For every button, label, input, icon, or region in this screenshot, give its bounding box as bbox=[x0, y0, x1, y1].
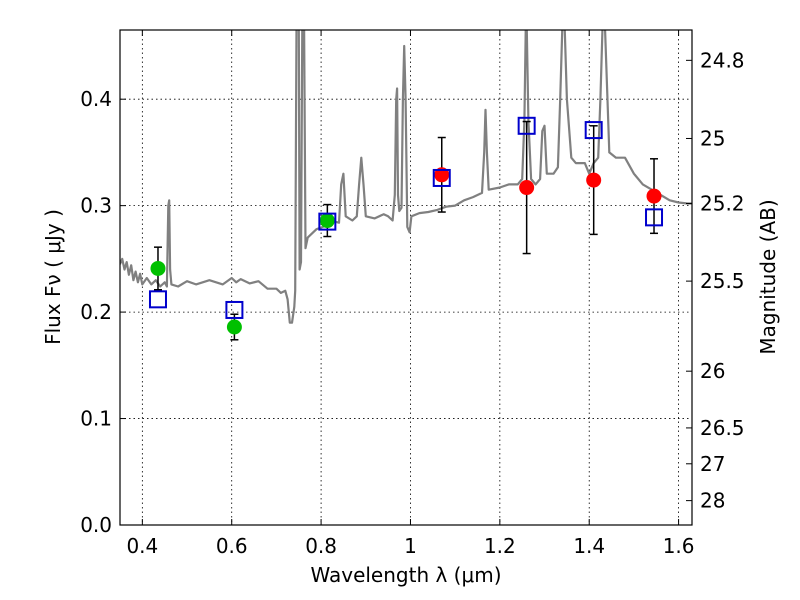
spectrum-line bbox=[120, 30, 692, 324]
plot-frame bbox=[119, 29, 693, 526]
x-tick-label: 0.6 bbox=[216, 534, 248, 558]
data-point-circle bbox=[150, 260, 166, 276]
y-tick-label: 0.0 bbox=[80, 513, 112, 537]
y-right-tick-label: 27 bbox=[700, 452, 725, 476]
data-point-circle bbox=[586, 172, 602, 188]
y-axis-right-label: Magnitude (AB) bbox=[756, 199, 780, 354]
y-tick-label: 0.1 bbox=[80, 407, 112, 431]
y-axis-label: Flux Fν ( μJy ) bbox=[41, 209, 65, 345]
model-point-square bbox=[318, 212, 337, 231]
data-point-circle bbox=[226, 319, 242, 335]
y-tick-label: 0.4 bbox=[80, 87, 112, 111]
ticks-layer: 0.4 0.6 0.8 1 1.2 1.4 1.6 0.0 0.1 0.2 0.3 0.4 24.8 25… bbox=[80, 30, 745, 558]
y-right-tick-label: 28 bbox=[700, 489, 725, 513]
y-tick-label: 0.2 bbox=[80, 300, 112, 324]
x-tick-label: 1.6 bbox=[663, 534, 695, 558]
series-layer bbox=[120, 30, 692, 341]
y-right-tick-label: 26 bbox=[700, 359, 725, 383]
model-point-square bbox=[225, 300, 244, 319]
x-tick-label: 1 bbox=[404, 534, 417, 558]
model-point-square bbox=[645, 208, 664, 227]
y-right-tick-label: 25.2 bbox=[700, 192, 745, 216]
y-right-tick-label: 25 bbox=[700, 126, 725, 150]
x-tick-label: 0.8 bbox=[305, 534, 337, 558]
y-right-tick-label: 26.5 bbox=[700, 416, 745, 440]
model-point-square bbox=[432, 168, 451, 187]
x-tick-label: 1.4 bbox=[573, 534, 605, 558]
x-tick-label: 0.4 bbox=[126, 534, 158, 558]
y-right-tick-label: 25.5 bbox=[700, 269, 745, 293]
data-point-circle bbox=[434, 167, 450, 183]
model-point-square bbox=[584, 121, 603, 140]
x-axis-label: Wavelength λ (μm) bbox=[310, 563, 501, 587]
x-tick-label: 1.2 bbox=[484, 534, 516, 558]
data-point-circle bbox=[519, 180, 535, 196]
data-point-circle bbox=[646, 188, 662, 204]
model-point-square bbox=[517, 116, 536, 135]
data-point-circle bbox=[319, 213, 335, 229]
y-tick-label: 0.3 bbox=[80, 194, 112, 218]
y-right-tick-label: 24.8 bbox=[700, 48, 745, 72]
model-point-square bbox=[148, 290, 167, 309]
